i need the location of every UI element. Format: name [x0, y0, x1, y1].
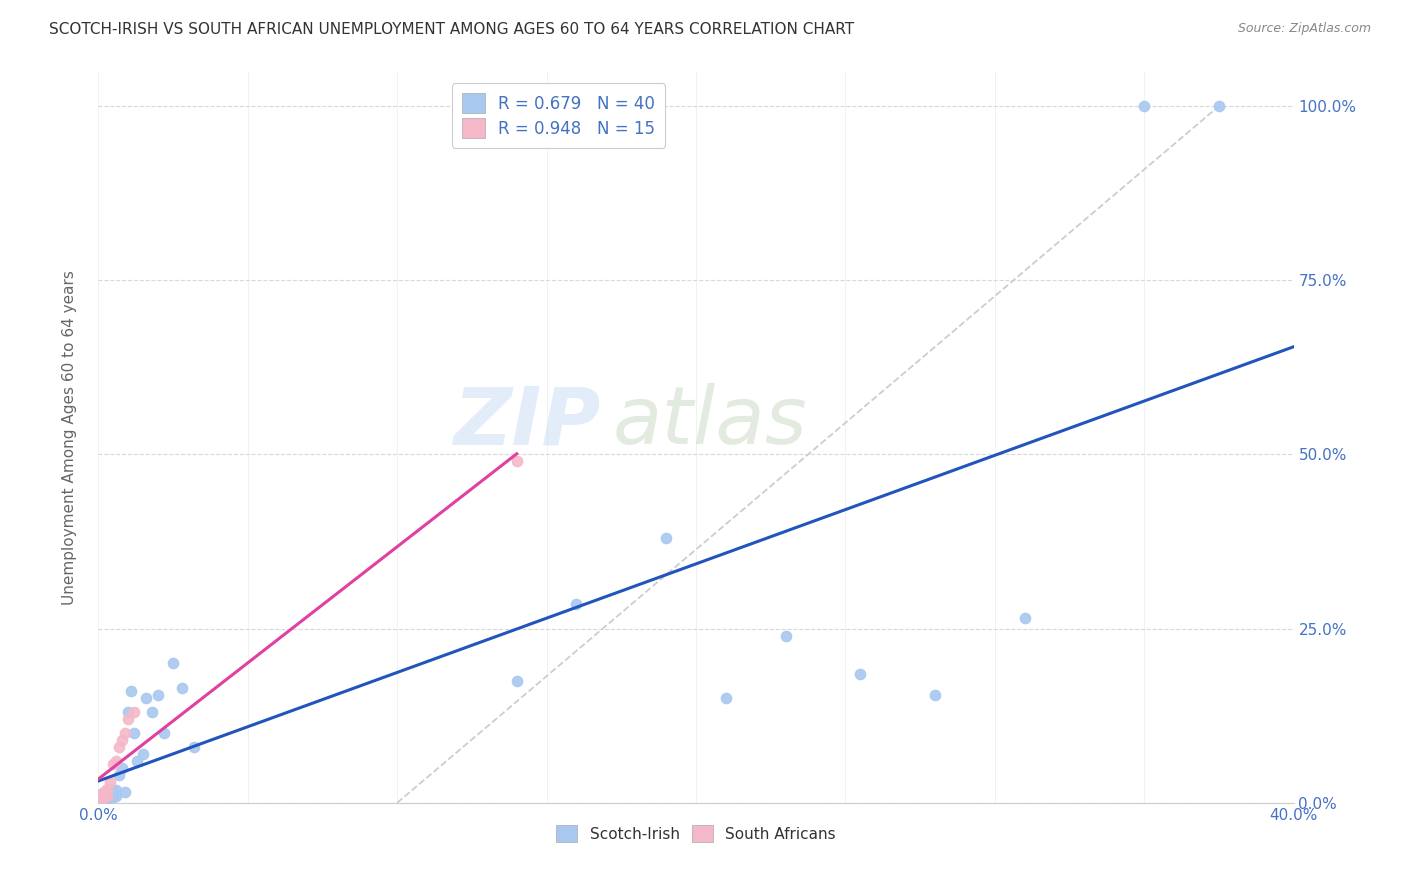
- Point: [108, 768, 131, 782]
- Point: [775, 629, 797, 643]
- Point: [849, 667, 872, 681]
- Point: [148, 688, 170, 702]
- Point: [714, 691, 737, 706]
- Point: [1133, 99, 1156, 113]
- Point: [105, 783, 128, 797]
- Point: [103, 785, 125, 799]
- Point: [120, 684, 142, 698]
- Point: [114, 785, 136, 799]
- Point: [141, 705, 163, 719]
- Point: [103, 790, 125, 805]
- Point: [162, 657, 184, 671]
- Point: [1208, 99, 1230, 113]
- Point: [105, 789, 128, 803]
- Point: [96, 785, 118, 799]
- Point: [103, 757, 125, 772]
- Point: [96, 781, 118, 796]
- Text: ZIP: ZIP: [453, 384, 600, 461]
- Text: atlas: atlas: [613, 384, 807, 461]
- Point: [172, 681, 194, 695]
- Point: [105, 754, 128, 768]
- Point: [132, 747, 155, 761]
- Point: [124, 705, 146, 719]
- Point: [93, 792, 115, 806]
- Point: [90, 788, 112, 802]
- Text: Source: ZipAtlas.com: Source: ZipAtlas.com: [1237, 22, 1371, 36]
- Point: [93, 785, 115, 799]
- Point: [93, 789, 115, 803]
- Point: [98, 781, 122, 796]
- Point: [108, 740, 131, 755]
- Point: [93, 785, 115, 799]
- Point: [111, 733, 134, 747]
- Y-axis label: Unemployment Among Ages 60 to 64 years: Unemployment Among Ages 60 to 64 years: [62, 269, 77, 605]
- Point: [135, 691, 157, 706]
- Point: [506, 673, 529, 688]
- Legend: Scotch-Irish, South Africans: Scotch-Irish, South Africans: [548, 817, 844, 850]
- Point: [565, 597, 588, 611]
- Point: [924, 688, 946, 702]
- Point: [1014, 611, 1036, 625]
- Point: [96, 789, 118, 803]
- Point: [90, 792, 112, 806]
- Point: [90, 792, 112, 806]
- Point: [655, 531, 678, 545]
- Point: [117, 712, 139, 726]
- Point: [127, 754, 149, 768]
- Point: [90, 789, 112, 803]
- Point: [111, 761, 134, 775]
- Point: [183, 740, 205, 755]
- Point: [96, 792, 118, 806]
- Point: [96, 789, 118, 803]
- Point: [98, 775, 122, 789]
- Point: [117, 705, 139, 719]
- Text: SCOTCH-IRISH VS SOUTH AFRICAN UNEMPLOYMENT AMONG AGES 60 TO 64 YEARS CORRELATION: SCOTCH-IRISH VS SOUTH AFRICAN UNEMPLOYME…: [49, 22, 855, 37]
- Point: [506, 454, 529, 468]
- Point: [153, 726, 176, 740]
- Point: [90, 790, 112, 805]
- Point: [98, 789, 122, 803]
- Point: [114, 726, 136, 740]
- Point: [124, 726, 146, 740]
- Point: [93, 790, 115, 805]
